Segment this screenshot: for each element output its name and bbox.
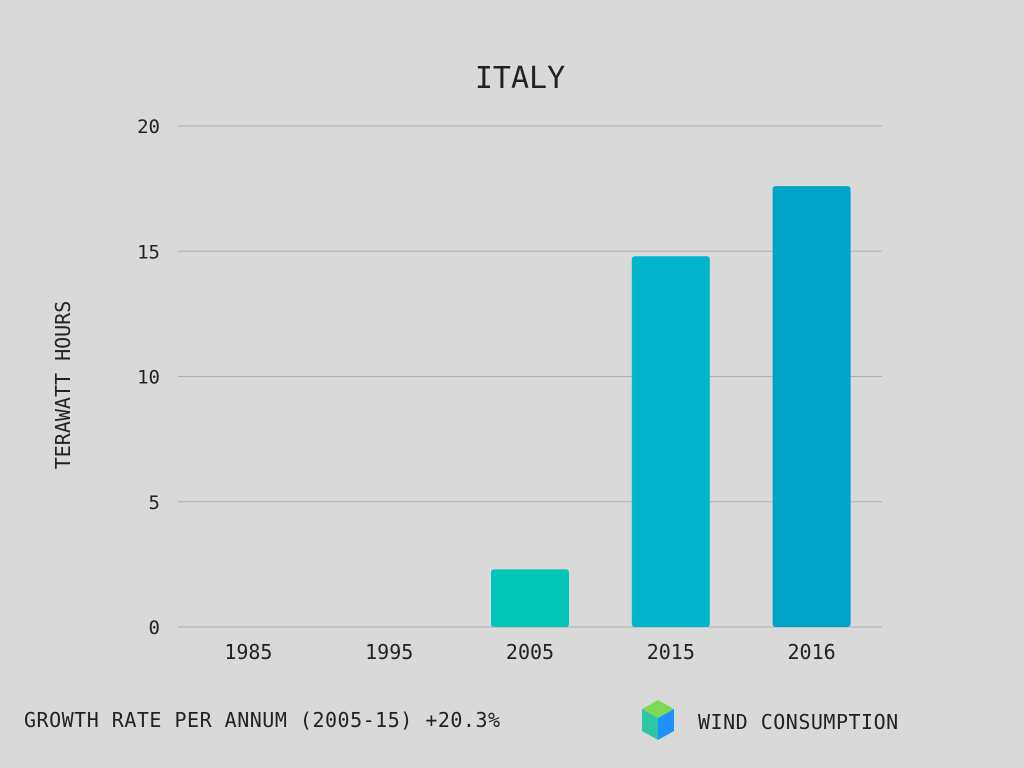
y-tick-label: 10 xyxy=(137,367,160,389)
x-tick-label: 1985 xyxy=(224,640,272,664)
legend: WIND CONSUMPTION xyxy=(640,698,899,746)
chart: ITALY TERAWATT HOURS 0 5 10 15 20 1985 1995 20… xyxy=(51,61,882,664)
y-tick-label: 15 xyxy=(137,241,160,263)
y-tick-label: 0 xyxy=(149,617,160,639)
bar-2005 xyxy=(491,569,569,627)
legend-label: WIND CONSUMPTION xyxy=(698,710,899,734)
y-tick-label: 5 xyxy=(149,492,160,514)
x-tick-label: 2015 xyxy=(647,640,695,664)
gridlines xyxy=(178,125,882,628)
bar-2015 xyxy=(631,256,710,627)
y-tick-labels: 0 5 10 15 20 xyxy=(137,116,160,639)
y-tick-label: 20 xyxy=(137,116,160,138)
bar-2016 xyxy=(772,186,851,627)
cube-icon xyxy=(640,698,676,746)
x-tick-label: 2016 xyxy=(788,640,836,664)
chart-title: ITALY xyxy=(475,61,565,96)
x-tick-labels: 1985 1995 2005 2015 2016 xyxy=(224,640,835,664)
y-axis-label: TERAWATT HOURS xyxy=(51,301,75,470)
bars xyxy=(491,186,851,627)
growth-rate-text: GROWTH RATE PER ANNUM (2005-15) +20.3% xyxy=(24,708,501,732)
x-tick-label: 1995 xyxy=(365,640,413,664)
x-tick-label: 2005 xyxy=(506,640,554,664)
